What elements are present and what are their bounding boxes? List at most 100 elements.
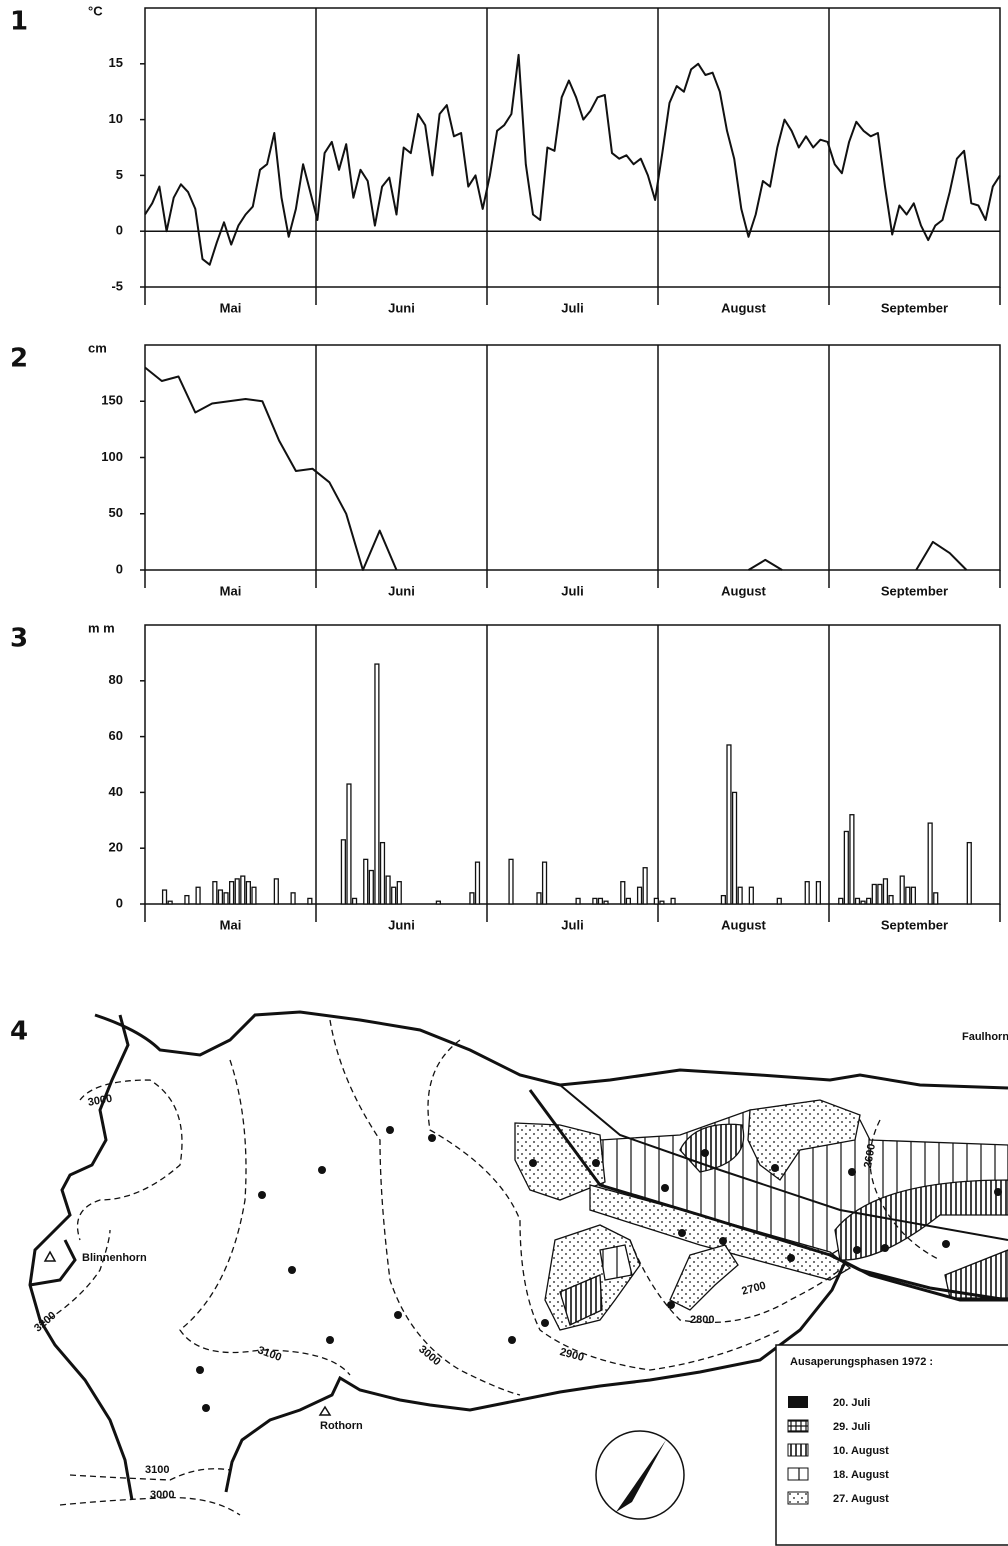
x-category-label: Juli	[561, 583, 583, 598]
bar	[653, 897, 659, 905]
phase-10-aug	[559, 1274, 603, 1326]
bar	[363, 858, 369, 905]
bar	[748, 886, 754, 905]
contour-line	[59, 1496, 241, 1516]
panel-label: 4	[10, 1017, 28, 1047]
y-tick-label: 0	[116, 561, 123, 576]
bar	[642, 867, 648, 905]
y-axis-unit: °C	[88, 3, 103, 18]
y-axis-unit: cm	[88, 340, 107, 355]
bar	[843, 830, 849, 905]
bar	[625, 897, 631, 905]
bar	[882, 878, 889, 905]
glacier-outline	[528, 1089, 1008, 1302]
legend-label: 10. August	[833, 1445, 889, 1457]
phase-27-aug	[669, 1244, 739, 1311]
y-tick-label: 0	[116, 895, 123, 910]
bar	[223, 892, 229, 905]
y-tick-label: 15	[109, 55, 123, 70]
place-label: Rothorn	[320, 1420, 363, 1432]
contour-label: 3000	[87, 1093, 113, 1109]
bar	[536, 892, 542, 905]
phase-18-aug	[599, 1244, 633, 1281]
y-tick-label: 60	[109, 728, 123, 743]
bar	[541, 861, 548, 905]
panel-label: 3	[10, 624, 28, 654]
contour-label: 3000	[150, 1489, 174, 1501]
y-tick-label: 50	[109, 505, 123, 520]
charts: 1 °C -5 0 5 10 15 Mai Juni Juli August September 2 cm…	[10, 3, 1001, 932]
phase-10-aug	[834, 1179, 1008, 1261]
bar	[804, 881, 810, 905]
phase-27-aug	[747, 1099, 861, 1181]
plot-frame	[144, 344, 1001, 571]
y-tick-label: 80	[109, 672, 123, 687]
bar	[720, 894, 726, 905]
bar	[340, 839, 346, 905]
map: 4 3000 3200 3100 3000 2900 2800 2700 260…	[10, 1010, 1008, 1546]
contour-line	[179, 1059, 351, 1376]
contour-line	[76, 1079, 183, 1241]
bar	[217, 889, 224, 905]
bar	[391, 886, 397, 905]
x-category-label: September	[881, 300, 948, 315]
bar	[659, 900, 665, 905]
plot-frame	[144, 7, 1001, 288]
bar	[860, 900, 866, 905]
contour-label: 2900	[558, 1346, 585, 1364]
contour-label: 3000	[416, 1343, 442, 1368]
contour-label: 2800	[690, 1314, 714, 1326]
bar	[866, 897, 872, 905]
station-points	[196, 1126, 1002, 1412]
bar	[307, 897, 313, 905]
bar	[620, 881, 626, 905]
x-category-label: Juni	[388, 583, 415, 598]
peak-marker	[43, 1250, 57, 1262]
bar	[910, 886, 916, 905]
data-line	[144, 53, 1001, 266]
north-arrow	[595, 1430, 685, 1520]
bar	[161, 889, 168, 905]
bar	[229, 881, 235, 905]
bar	[195, 886, 201, 905]
glacier-outline	[29, 1239, 77, 1287]
bar	[469, 892, 475, 905]
data-line	[144, 366, 968, 571]
legend-label: 27. August	[833, 1493, 889, 1505]
bar	[927, 822, 933, 905]
panel-label: 1	[10, 7, 28, 37]
legend-box	[775, 1344, 1008, 1546]
legend-swatch	[787, 1443, 809, 1457]
glacier-outline	[224, 1259, 1008, 1493]
bar	[737, 886, 743, 905]
bar	[933, 892, 939, 905]
bar	[838, 897, 844, 905]
bar	[899, 875, 905, 905]
glacier-outline	[559, 1084, 1008, 1241]
bar	[240, 875, 246, 905]
bar	[592, 897, 598, 905]
phase-27-aug	[514, 1122, 606, 1201]
contour-line	[69, 1468, 231, 1481]
x-category-label: August	[721, 917, 766, 932]
legend-swatch	[787, 1419, 809, 1433]
contour-line	[329, 1019, 521, 1396]
contour-line	[629, 1239, 846, 1324]
bar	[385, 875, 391, 905]
bar	[167, 900, 173, 905]
x-category-label: Juni	[388, 300, 415, 315]
bar	[888, 894, 894, 905]
bar	[245, 881, 251, 905]
x-category-label: August	[721, 583, 766, 598]
bar	[776, 897, 782, 905]
place-label: Blinnenhorn	[82, 1252, 147, 1264]
contour-label: 3100	[256, 1344, 283, 1364]
bar	[290, 892, 296, 905]
bar	[815, 881, 821, 905]
plot-frame	[144, 624, 1001, 905]
legend-title: Ausaperungsphasen 1972 :	[790, 1356, 933, 1368]
legend-swatch	[788, 1396, 808, 1408]
legend-label: 18. August	[833, 1469, 889, 1481]
panel-label: 2	[10, 344, 28, 374]
legend-label: 29. Juli	[833, 1421, 870, 1433]
